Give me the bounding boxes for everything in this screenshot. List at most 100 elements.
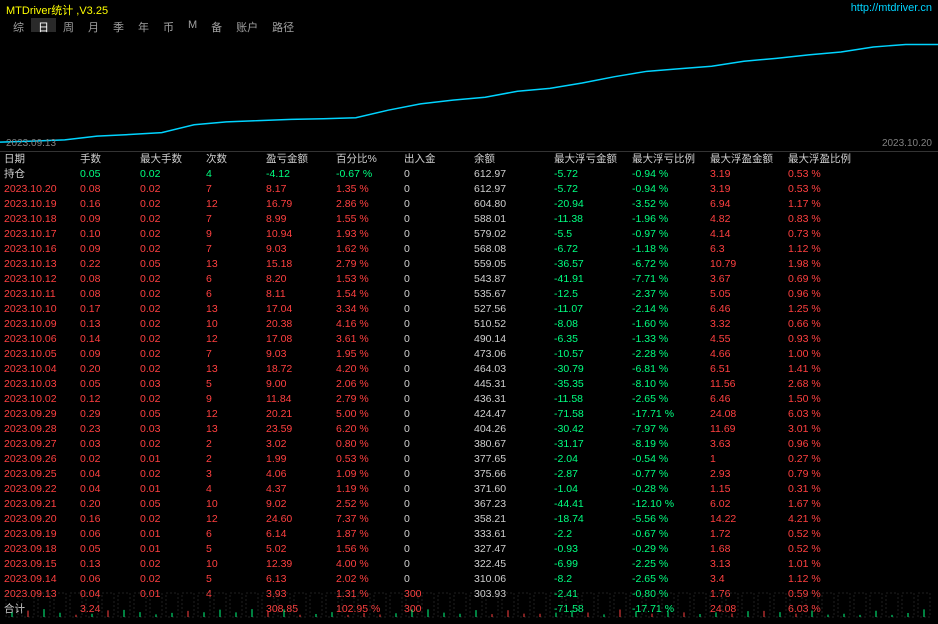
cell-baifenbi: 1.95 % [332,347,400,362]
cell-yingkuijine: 17.08 [262,332,332,347]
cell-shoushu: 0.12 [76,392,136,407]
table-row: 2023.10.120.080.0268.201.53 %0543.87-41.… [0,272,938,287]
cell-maxshoushu: 0.02 [136,182,202,197]
cell-maxfukjine: -5.72 [550,182,628,197]
cell-maxfuyjine: 10.79 [706,257,784,272]
cell-maxfuyjine: 11.56 [706,377,784,392]
tab-7[interactable]: M [181,18,204,32]
cell-maxfukbili: -3.52 % [628,197,706,212]
cell-maxfuybili: 1.12 % [784,242,862,257]
cell-maxshoushu: 0.02 [136,302,202,317]
cell-yue: 527.56 [470,302,550,317]
table-row: 2023.10.160.090.0279.031.62 %0568.08-6.7… [0,242,938,257]
tab-10[interactable]: 路径 [265,18,301,32]
cell-maxshoushu: 0.02 [136,362,202,377]
cell-churujin: 0 [400,377,470,392]
cell-maxfuyjine: 3.19 [706,167,784,182]
cell-date: 2023.10.12 [0,272,76,287]
cell-yingkuijine: 17.04 [262,302,332,317]
header-cell[interactable]: 最大浮盈比例 [784,152,862,167]
cell-maxfukbili: -0.94 % [628,182,706,197]
cell-cishu: 2 [202,452,262,467]
header-cell[interactable]: 余额 [470,152,550,167]
cell-maxfuybili: 0.73 % [784,227,862,242]
header-cell[interactable]: 手数 [76,152,136,167]
cell-maxfukjine: -2.04 [550,452,628,467]
header-cell[interactable]: 日期 [0,152,76,167]
cell-date: 2023.10.19 [0,197,76,212]
tab-8[interactable]: 备 [204,18,229,32]
cell-maxfuybili: 4.21 % [784,512,862,527]
table-row: 2023.10.020.120.02911.842.79 %0436.31-11… [0,392,938,407]
cell-yingkuijine: 12.39 [262,557,332,572]
cell-maxfuybili: 2.68 % [784,377,862,392]
cell-maxfukjine: -1.04 [550,482,628,497]
tab-6[interactable]: 币 [156,18,181,32]
cell-yue: 377.65 [470,452,550,467]
app-url[interactable]: http://mtdriver.cn [851,2,932,14]
tab-9[interactable]: 账户 [229,18,265,32]
header-cell[interactable]: 出入金 [400,152,470,167]
tab-5[interactable]: 年 [131,18,156,32]
cell-cishu: 6 [202,527,262,542]
cell-maxfukbili: -0.94 % [628,167,706,182]
cell-churujin: 0 [400,242,470,257]
cell-churujin: 0 [400,227,470,242]
cell-maxfuybili: 0.79 % [784,467,862,482]
cell-maxfukbili: -1.96 % [628,212,706,227]
cell-shoushu: 0.22 [76,257,136,272]
cell-maxfuybili: 6.03 % [784,407,862,422]
tab-1[interactable]: 日 [31,18,56,32]
table-row: 2023.09.200.160.021224.607.37 %0358.21-1… [0,512,938,527]
tab-2[interactable]: 周 [56,18,81,32]
cell-baifenbi: -0.67 % [332,167,400,182]
table-header: 日期手数最大手数次数盈亏金额百分比%出入金余额最大浮亏金额最大浮亏比例最大浮盈金… [0,152,938,167]
table-row: 2023.10.030.050.0359.002.06 %0445.31-35.… [0,377,938,392]
cell-maxfukjine: -44.41 [550,497,628,512]
cell-churujin: 0 [400,497,470,512]
tab-4[interactable]: 季 [106,18,131,32]
cell-maxfukjine: -41.91 [550,272,628,287]
table-row: 2023.10.090.130.021020.384.16 %0510.52-8… [0,317,938,332]
cell-baifenbi: 2.06 % [332,377,400,392]
cell-baifenbi: 7.37 % [332,512,400,527]
cell-cishu: 5 [202,542,262,557]
cell-date: 2023.09.19 [0,527,76,542]
cell-yue: 588.01 [470,212,550,227]
header-cell[interactable]: 最大浮亏比例 [628,152,706,167]
cell-shoushu: 0.05 [76,167,136,182]
cell-maxshoushu: 0.02 [136,197,202,212]
cell-cishu: 9 [202,392,262,407]
cell-yue: 445.31 [470,377,550,392]
cell-maxfukbili: -2.25 % [628,557,706,572]
cell-yue: 568.08 [470,242,550,257]
cell-yingkuijine: 10.94 [262,227,332,242]
tab-3[interactable]: 月 [81,18,106,32]
cell-maxshoushu: 0.05 [136,257,202,272]
cell-maxfukjine: -8.2 [550,572,628,587]
header-cell[interactable]: 最大浮亏金额 [550,152,628,167]
cell-maxfukjine: -8.08 [550,317,628,332]
cell-yue: 327.47 [470,542,550,557]
cell-shoushu: 0.08 [76,287,136,302]
table-row: 2023.09.280.230.031323.596.20 %0404.26-3… [0,422,938,437]
cell-shoushu: 0.10 [76,227,136,242]
cell-maxshoushu: 0.02 [136,317,202,332]
header-cell[interactable]: 最大浮盈金额 [706,152,784,167]
cell-maxfuyjine: 4.55 [706,332,784,347]
header-cell[interactable]: 最大手数 [136,152,202,167]
cell-date: 2023.10.02 [0,392,76,407]
cell-yingkuijine: 20.21 [262,407,332,422]
header-cell[interactable]: 百分比% [332,152,400,167]
header-cell[interactable]: 次数 [202,152,262,167]
cell-maxfukjine: -71.58 [550,407,628,422]
cell-maxfuybili: 0.53 % [784,167,862,182]
cell-date: 2023.10.03 [0,377,76,392]
tab-0[interactable]: 综 [6,18,31,32]
cell-baifenbi: 0.80 % [332,437,400,452]
equity-chart: 2023.09.13 2023.10.20 [0,34,938,152]
cell-date: 2023.09.27 [0,437,76,452]
cell-baifenbi: 1.87 % [332,527,400,542]
header-cell[interactable]: 盈亏金额 [262,152,332,167]
cell-maxfuyjine: 4.82 [706,212,784,227]
